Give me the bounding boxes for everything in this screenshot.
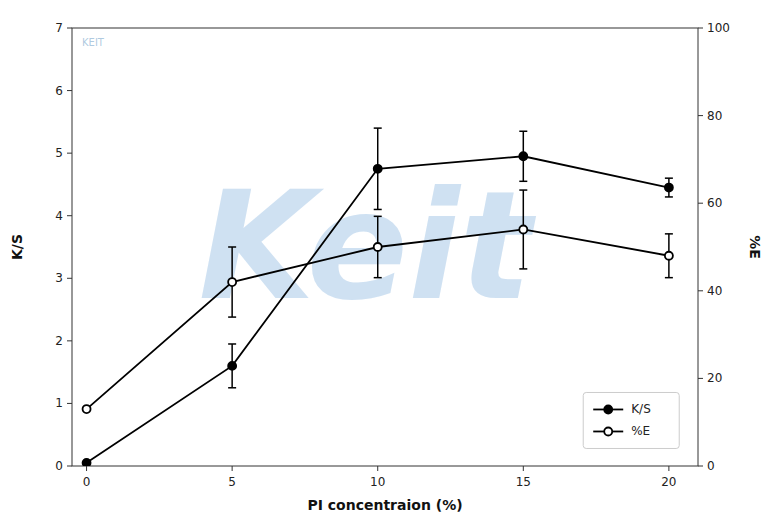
y-tick-label: 5 <box>55 146 63 160</box>
y-tick <box>67 28 72 29</box>
y-tick <box>67 403 72 404</box>
x-tick <box>523 466 524 471</box>
axes: 0 5 10 15 20 0 1 2 3 4 5 6 7 0 20 40 60 80 100 PI concentra… <box>9 21 763 513</box>
error-bar <box>228 247 236 317</box>
error-bar <box>228 344 236 388</box>
legend-item: K/S <box>593 402 651 416</box>
error-bar <box>665 234 673 278</box>
chart: Keit KEIT 0 5 10 15 20 0 1 2 3 4 5 6 7 0 20 40 60 80 100 PI c… <box>0 0 770 528</box>
y2-tick-label: 100 <box>707 21 730 35</box>
error-bar-cap <box>374 216 382 218</box>
x-tick <box>232 466 233 471</box>
error-bar-cap <box>228 343 236 345</box>
page: {"chart_data": {"type": "line", "x": [0,… <box>0 0 770 528</box>
error-bar <box>374 128 382 209</box>
error-bar-cap <box>665 277 673 279</box>
y2-tick-label: 60 <box>707 196 722 210</box>
y2-tick-label: 40 <box>707 284 722 298</box>
point <box>228 278 236 286</box>
x-tick <box>668 466 669 471</box>
point <box>665 184 673 192</box>
x-tick-label: 0 <box>83 475 91 489</box>
point <box>665 252 673 260</box>
y-tick <box>67 90 72 91</box>
x-tick-label: 10 <box>370 475 385 489</box>
y-axis-label: K/S <box>9 234 25 260</box>
error-bar-cap <box>228 387 236 389</box>
y-tick-label: 2 <box>55 334 63 348</box>
x-tick-label: 20 <box>661 475 676 489</box>
legend-item: %E <box>593 424 650 438</box>
y-tick <box>67 278 72 279</box>
point <box>374 243 382 251</box>
y-tick-label: 6 <box>55 84 63 98</box>
error-bar-cap <box>374 277 382 279</box>
watermark-small: KEIT <box>82 37 105 48</box>
error-bar-cap <box>519 189 527 191</box>
y2-tick <box>698 378 703 379</box>
y2-tick-label: 20 <box>707 371 722 385</box>
error-bar-cap <box>374 127 382 129</box>
plot-frame <box>72 28 698 466</box>
watermark-large: Keit <box>199 159 537 333</box>
y-tick-label: 4 <box>55 209 63 223</box>
point <box>519 225 527 233</box>
x-axis-label: PI concentraion (%) <box>307 497 462 513</box>
error-bar <box>519 190 527 269</box>
error-bar-cap <box>519 181 527 183</box>
legend-marker <box>604 427 612 435</box>
x-tick <box>86 466 87 471</box>
legend: K/S %E <box>583 392 679 448</box>
y2-tick-label: 80 <box>707 109 722 123</box>
y-tick <box>67 466 72 467</box>
y2-tick <box>698 290 703 291</box>
error-bar-cap <box>228 246 236 248</box>
point <box>228 362 236 370</box>
error-bar-cap <box>374 209 382 211</box>
y2-tick <box>698 203 703 204</box>
x-tick-label: 5 <box>228 475 236 489</box>
y2-axis-label: %E <box>747 235 763 259</box>
point <box>374 165 382 173</box>
y-tick <box>67 340 72 341</box>
point <box>519 152 527 160</box>
legend-frame <box>583 392 679 448</box>
error-bar-cap <box>519 130 527 132</box>
point <box>83 459 91 466</box>
y-tick <box>67 215 72 216</box>
y2-tick <box>698 115 703 116</box>
y-tick-label: 7 <box>55 21 63 35</box>
legend-marker <box>604 405 612 413</box>
error-bar-cap <box>665 196 673 198</box>
series-1 <box>83 190 673 413</box>
y2-tick <box>698 466 703 467</box>
x-tick-label: 15 <box>516 475 531 489</box>
error-bar <box>374 216 382 277</box>
y-tick-label: 0 <box>55 459 63 473</box>
x-tick <box>377 466 378 471</box>
error-bar <box>519 131 527 181</box>
error-bar-cap <box>519 268 527 270</box>
error-bar-cap <box>665 233 673 235</box>
y-tick-label: 1 <box>55 396 63 410</box>
y2-tick-label: 0 <box>707 459 715 473</box>
y2-tick <box>698 28 703 29</box>
legend-label: %E <box>631 424 650 438</box>
y-tick-label: 3 <box>55 271 63 285</box>
watermark: Keit KEIT <box>82 37 537 333</box>
y-tick <box>67 153 72 154</box>
legend-label: K/S <box>631 402 651 416</box>
error-bar <box>665 178 673 197</box>
error-bar-cap <box>228 316 236 318</box>
point <box>83 405 91 413</box>
error-bar-cap <box>665 177 673 179</box>
